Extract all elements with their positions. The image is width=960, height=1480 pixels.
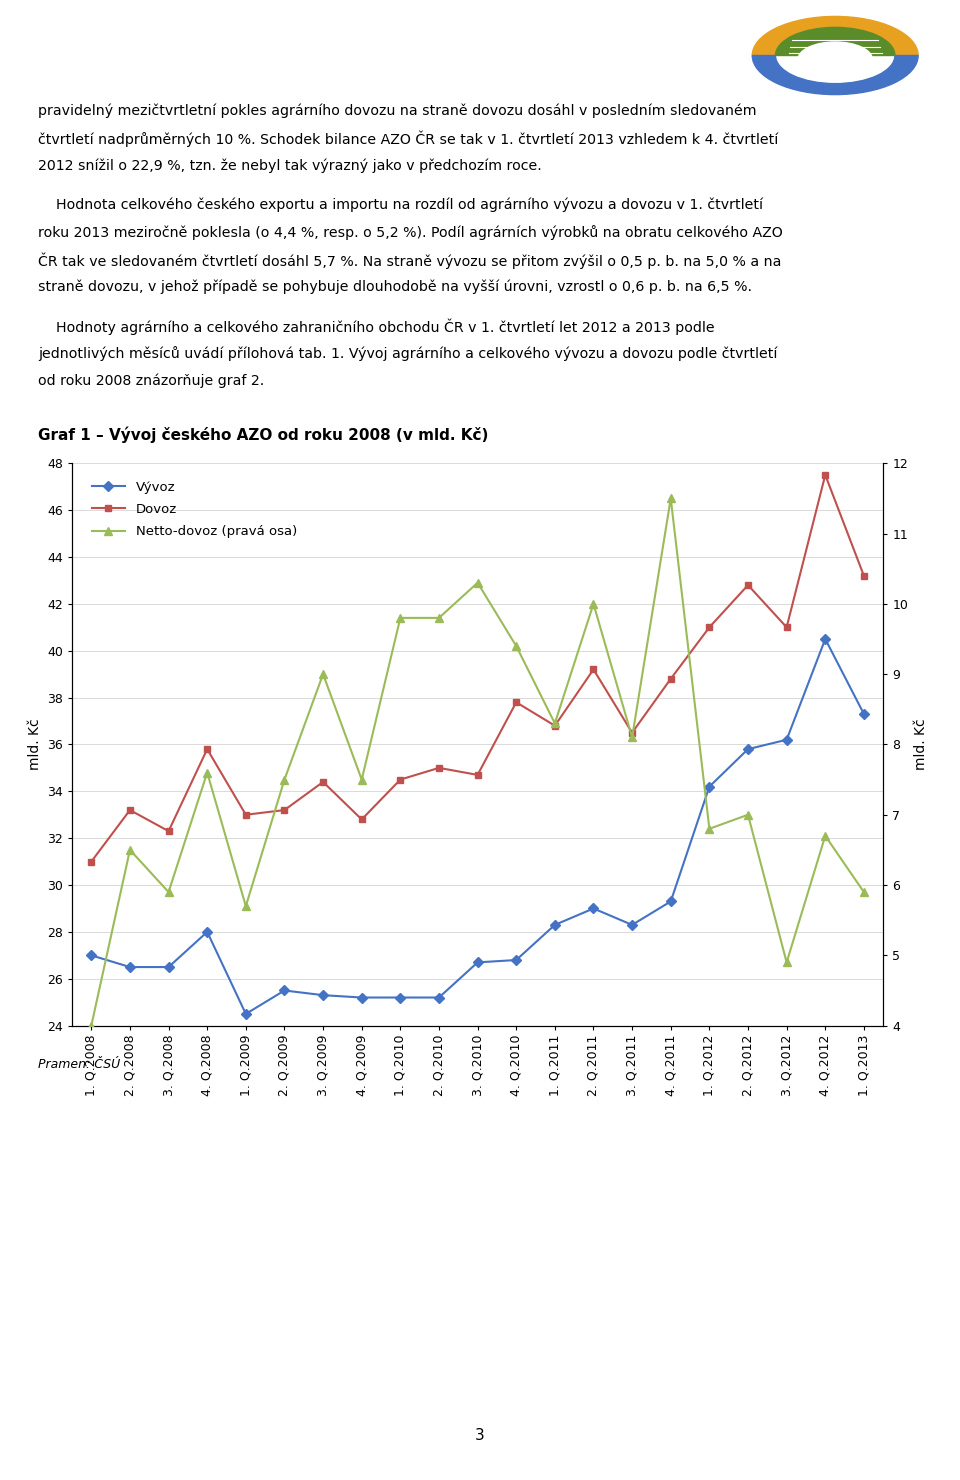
Text: pravidelný mezičtvrtletní pokles agrárního dovozu na straně dovozu dosáhl v posl: pravidelný mezičtvrtletní pokles agrární… <box>38 104 756 118</box>
Circle shape <box>753 16 918 95</box>
Wedge shape <box>753 16 918 55</box>
Y-axis label: mld. Kč: mld. Kč <box>28 719 41 770</box>
Text: 2012 snížil o 22,9 %, tzn. že nebyl tak výrazný jako v předchozím roce.: 2012 snížil o 22,9 %, tzn. že nebyl tak … <box>38 158 542 173</box>
Text: ČR tak ve sledovaném čtvrtletí dosáhl 5,7 %. Na straně vývozu se přitom zvýšil o: ČR tak ve sledovaném čtvrtletí dosáhl 5,… <box>38 252 781 269</box>
Text: jednotlivých měsíců uvádí přílohová tab. 1. Vývoj agrárního a celkového vývozu a: jednotlivých měsíců uvádí přílohová tab.… <box>38 346 778 361</box>
Text: Hodnota celkového českého exportu a importu na rozdíl od agrárního vývozu a dovo: Hodnota celkového českého exportu a impo… <box>38 197 763 212</box>
Text: 3: 3 <box>475 1428 485 1443</box>
Y-axis label: mld. Kč: mld. Kč <box>914 719 927 770</box>
Wedge shape <box>776 27 895 55</box>
Text: straně dovozu, v jehož případě se pohybuje dlouhodobě na vyšší úrovni, vzrostl o: straně dovozu, v jehož případě se pohybu… <box>38 280 753 295</box>
Text: od roku 2008 znázorňuje graf 2.: od roku 2008 znázorňuje graf 2. <box>38 373 265 388</box>
Text: roku 2013 meziročně poklesla (o 4,4 %, resp. o 5,2 %). Podíl agrárních výrobků n: roku 2013 meziročně poklesla (o 4,4 %, r… <box>38 225 783 240</box>
Text: Hodnoty agrárního a celkového zahraničního obchodu ČR v 1. čtvrtletí let 2012 a : Hodnoty agrárního a celkového zahraniční… <box>38 318 715 336</box>
Text: Graf 1 – Vývoj českého AZO od roku 2008 (v mld. Kč): Graf 1 – Vývoj českého AZO od roku 2008 … <box>38 426 489 443</box>
Wedge shape <box>753 55 918 95</box>
Text: čtvrtletí nadprůměrných 10 %. Schodek bilance AZO ČR se tak v 1. čtvrtletí 2013 : čtvrtletí nadprůměrných 10 %. Schodek bi… <box>38 130 779 148</box>
Text: Pramen: ČSÚ: Pramen: ČSÚ <box>38 1058 121 1072</box>
Legend: Vývoz, Dovoz, Netto-dovoz (pravá osa): Vývoz, Dovoz, Netto-dovoz (pravá osa) <box>86 475 302 543</box>
Wedge shape <box>798 41 873 59</box>
